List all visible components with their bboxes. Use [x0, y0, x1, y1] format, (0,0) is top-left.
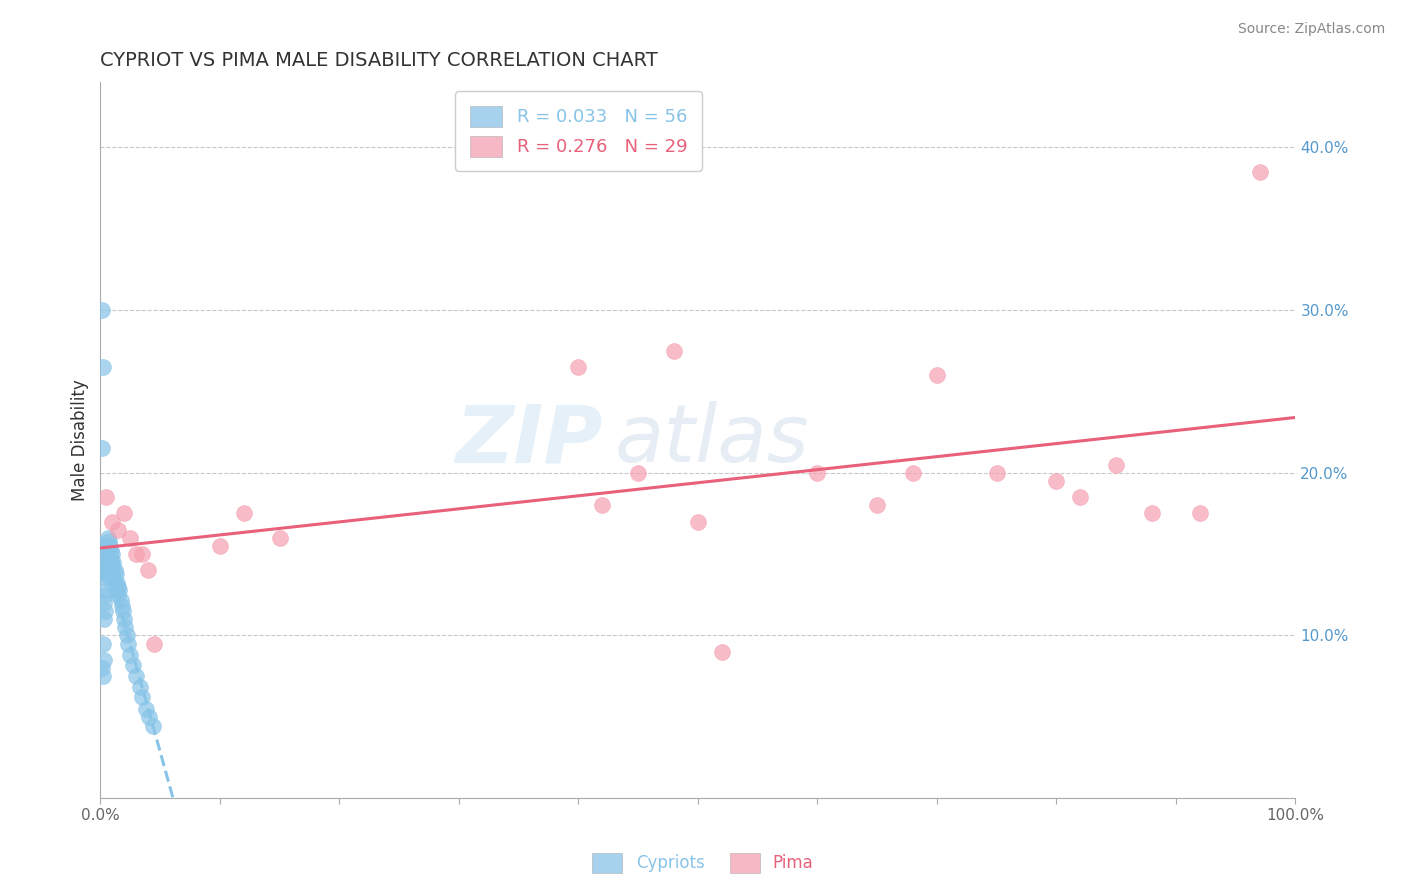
Point — [120, 648, 142, 662]
Point — [114, 620, 136, 634]
Point — [96, 490, 118, 504]
Point — [710, 645, 733, 659]
Point — [96, 539, 118, 553]
Point — [100, 566, 122, 581]
Point — [96, 560, 118, 574]
Point — [98, 550, 121, 565]
Point — [107, 580, 129, 594]
Point — [208, 539, 231, 553]
Point — [135, 701, 157, 715]
Point — [96, 555, 118, 569]
Point — [107, 588, 129, 602]
Point — [115, 628, 138, 642]
Point — [94, 566, 117, 581]
Point — [97, 563, 120, 577]
Point — [104, 566, 127, 581]
Point — [117, 636, 139, 650]
Point — [98, 539, 121, 553]
Point — [110, 592, 132, 607]
Point — [101, 515, 124, 529]
Point — [1188, 507, 1211, 521]
Point — [103, 572, 125, 586]
Point — [93, 612, 115, 626]
Point — [104, 576, 127, 591]
Legend: R = 0.033   N = 56, R = 0.276   N = 29: R = 0.033 N = 56, R = 0.276 N = 29 — [456, 91, 702, 171]
Point — [90, 661, 112, 675]
Point — [91, 636, 114, 650]
Point — [269, 531, 291, 545]
Point — [94, 588, 117, 602]
Point — [101, 558, 124, 573]
Y-axis label: Male Disability: Male Disability — [72, 379, 89, 501]
Text: Source: ZipAtlas.com: Source: ZipAtlas.com — [1237, 22, 1385, 37]
Point — [107, 523, 129, 537]
Point — [1249, 165, 1271, 179]
Point — [90, 442, 112, 456]
Point — [111, 599, 134, 614]
Point — [96, 582, 118, 597]
Point — [121, 657, 143, 672]
Point — [232, 507, 254, 521]
Point — [120, 531, 142, 545]
Point — [131, 690, 153, 705]
Point — [96, 566, 118, 581]
Point — [100, 544, 122, 558]
Text: ZIP: ZIP — [456, 401, 602, 479]
Point — [627, 466, 650, 480]
Point — [96, 550, 118, 565]
Point — [1140, 507, 1163, 521]
Point — [91, 669, 114, 683]
Point — [128, 681, 150, 695]
Point — [93, 596, 115, 610]
Point — [104, 582, 127, 597]
Point — [866, 498, 889, 512]
Point — [686, 515, 709, 529]
Point — [131, 547, 153, 561]
Point — [662, 343, 685, 358]
Point — [91, 359, 114, 374]
Point — [94, 604, 117, 618]
Text: CYPRIOT VS PIMA MALE DISABILITY CORRELATION CHART: CYPRIOT VS PIMA MALE DISABILITY CORRELAT… — [100, 51, 658, 70]
Point — [97, 534, 120, 549]
Point — [125, 669, 148, 683]
Point — [143, 636, 166, 650]
Point — [108, 582, 131, 597]
Point — [986, 466, 1008, 480]
Point — [104, 563, 127, 577]
Point — [806, 466, 828, 480]
Point — [112, 612, 135, 626]
Point — [925, 368, 948, 383]
Point — [1069, 490, 1091, 504]
Point — [112, 507, 135, 521]
Point — [136, 563, 159, 577]
Point — [103, 555, 125, 569]
Point — [142, 719, 165, 733]
Point — [93, 653, 115, 667]
Point — [90, 303, 112, 318]
Point — [101, 566, 124, 581]
Point — [1045, 474, 1067, 488]
Point — [112, 604, 135, 618]
Point — [901, 466, 924, 480]
Point — [138, 710, 160, 724]
Point — [567, 359, 589, 374]
Point — [101, 547, 124, 561]
Point — [1105, 458, 1128, 472]
Point — [105, 576, 128, 591]
Point — [94, 555, 117, 569]
Legend: Cypriots, Pima: Cypriots, Pima — [586, 847, 820, 880]
Point — [96, 544, 118, 558]
Text: atlas: atlas — [614, 401, 808, 479]
Point — [591, 498, 613, 512]
Point — [98, 560, 121, 574]
Point — [125, 547, 148, 561]
Point — [97, 550, 120, 565]
Point — [100, 555, 122, 569]
Point — [96, 572, 118, 586]
Point — [96, 531, 118, 545]
